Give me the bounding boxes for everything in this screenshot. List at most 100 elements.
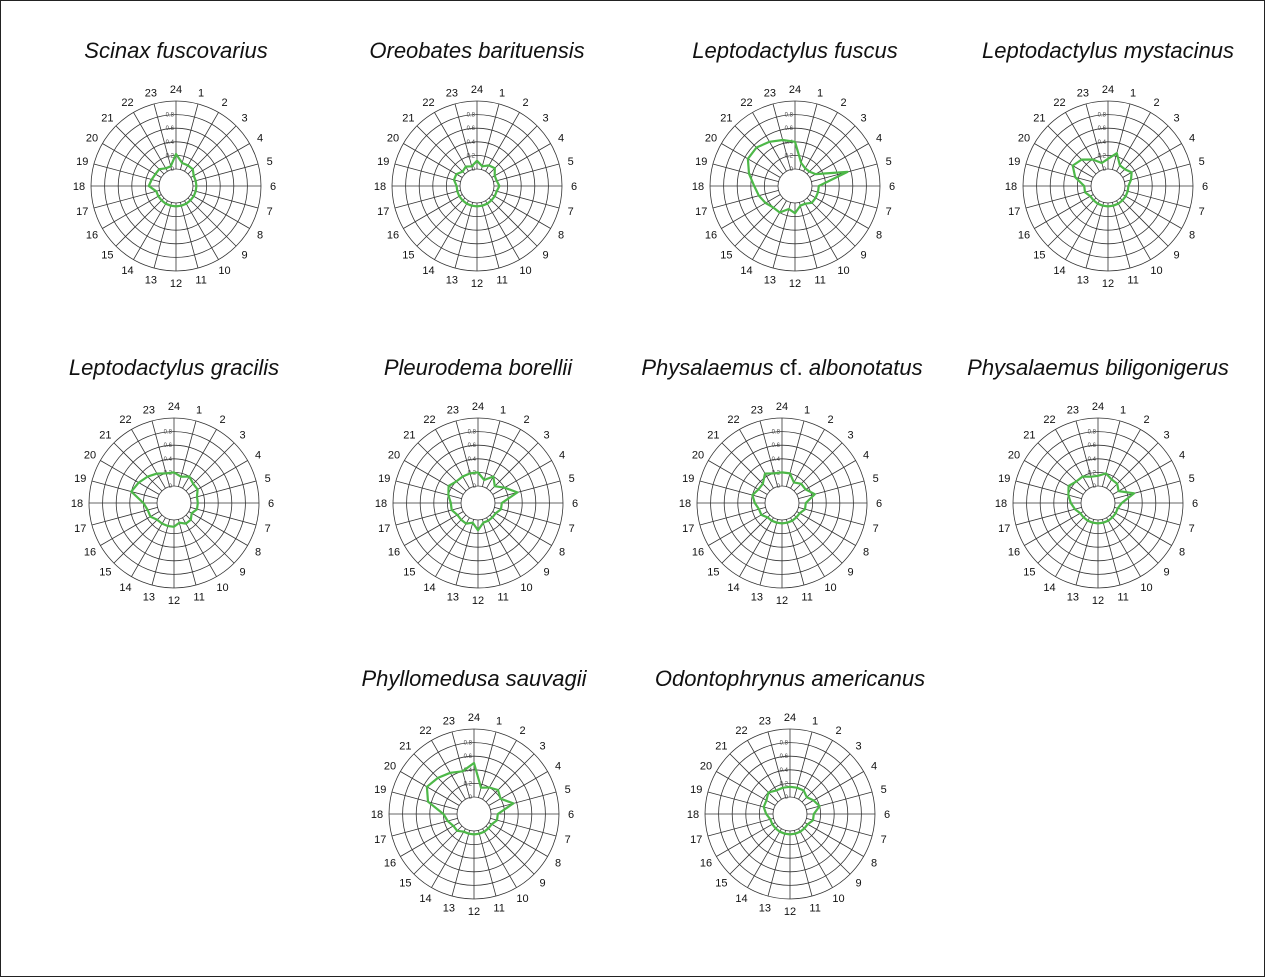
grid-spoke xyxy=(1075,519,1094,586)
grid-spoke xyxy=(1085,202,1104,269)
data-point xyxy=(425,785,428,788)
grid-spoke xyxy=(455,420,474,487)
data-point xyxy=(746,157,749,160)
grid-spoke xyxy=(455,519,474,586)
radial-tick-label: 0.6 xyxy=(464,754,473,760)
data-point xyxy=(773,472,775,475)
grid-spoke xyxy=(729,825,779,875)
grid-spoke xyxy=(488,197,538,247)
data-point xyxy=(1107,519,1110,522)
grid-spoke xyxy=(747,828,782,888)
hour-label: 7 xyxy=(1199,206,1205,218)
data-point xyxy=(437,777,439,779)
grid-spoke xyxy=(180,103,199,170)
grid-spoke xyxy=(1109,442,1159,492)
hour-label: 22 xyxy=(1043,414,1055,426)
grid-spoke xyxy=(391,791,458,810)
hour-label: 20 xyxy=(1018,133,1030,145)
hour-label: 11 xyxy=(195,275,206,287)
grid-spoke xyxy=(478,830,497,897)
radial-tick-label: 0 xyxy=(785,795,789,801)
data-point xyxy=(766,516,769,519)
hour-label: 8 xyxy=(871,858,877,870)
hour-label: 14 xyxy=(735,893,747,905)
hour-label: 21 xyxy=(720,112,732,124)
hour-label: 23 xyxy=(145,87,157,99)
data-point xyxy=(812,819,814,822)
hour-label: 3 xyxy=(848,429,854,441)
data-point xyxy=(456,190,459,193)
grid-spoke xyxy=(133,112,168,172)
radial-tick-label: 0.4 xyxy=(1098,140,1107,146)
hour-label: 22 xyxy=(735,725,747,737)
hour-label: 14 xyxy=(121,265,133,277)
radial-tick-label: 0.4 xyxy=(164,457,173,463)
grid-spoke xyxy=(809,143,869,178)
grid-spoke xyxy=(178,519,197,586)
data-point xyxy=(476,159,478,162)
hour-label: 18 xyxy=(374,181,386,193)
hour-label: 17 xyxy=(682,523,694,535)
hour-label: 19 xyxy=(690,784,702,796)
grid-spoke xyxy=(798,480,865,499)
data-point xyxy=(799,830,802,833)
radial-tick-label: 0.8 xyxy=(1098,113,1107,119)
grid-spoke xyxy=(712,190,779,209)
data-point xyxy=(178,521,181,524)
data-point xyxy=(1097,474,1099,477)
data-point xyxy=(1123,168,1126,171)
radial-tick-label: 0.4 xyxy=(785,140,794,146)
grid-spoke xyxy=(185,514,235,564)
grid-spoke xyxy=(93,163,160,182)
data-point xyxy=(1080,158,1083,161)
grid-spoke xyxy=(772,103,791,170)
grid-spoke xyxy=(488,822,548,857)
grid-spoke xyxy=(416,125,466,175)
hour-label: 14 xyxy=(423,582,435,594)
grid-spoke xyxy=(759,519,778,586)
grid-ring xyxy=(158,168,194,204)
hour-label: 10 xyxy=(1140,582,1152,594)
grid-spoke xyxy=(809,194,869,229)
data-point xyxy=(1119,164,1121,167)
hour-label: 16 xyxy=(86,230,98,242)
hour-label: 22 xyxy=(422,97,434,109)
data-point xyxy=(1126,190,1129,193)
grid-spoke xyxy=(1106,517,1141,577)
hour-label: 20 xyxy=(705,133,717,145)
grid-spoke xyxy=(1065,112,1100,172)
hour-label: 19 xyxy=(76,156,88,168)
hour-label: 16 xyxy=(700,858,712,870)
hour-label: 3 xyxy=(1174,112,1180,124)
hour-label: 24 xyxy=(1102,84,1114,96)
radar-chart: 00.20.40.60.824 1234567891011121314151617… xyxy=(375,401,578,607)
hour-label: 18 xyxy=(1005,181,1017,193)
hour-label: 21 xyxy=(101,112,113,124)
hour-label: 11 xyxy=(497,592,508,604)
data-point xyxy=(783,832,786,835)
radial-tick-label: 0 xyxy=(1093,484,1097,490)
radial-tick-label: 0 xyxy=(169,484,173,490)
hour-label: 10 xyxy=(824,582,836,594)
data-point xyxy=(469,472,471,475)
data-point xyxy=(1097,522,1099,525)
grid-spoke xyxy=(403,194,463,229)
hour-label: 2 xyxy=(219,414,225,426)
grid-spoke xyxy=(801,753,851,803)
grid-spoke xyxy=(729,753,779,803)
data-point xyxy=(476,205,478,208)
grid-spoke xyxy=(794,830,813,897)
data-point xyxy=(782,786,784,789)
grid-spoke xyxy=(93,190,160,209)
radial-tick-label: 0.6 xyxy=(1088,443,1097,449)
data-point xyxy=(130,490,133,493)
hour-label: 4 xyxy=(257,133,263,145)
hour-label: 8 xyxy=(1189,230,1195,242)
data-point xyxy=(761,482,764,485)
hour-label: 8 xyxy=(876,230,882,242)
hour-label: 16 xyxy=(692,547,704,559)
hour-label: 9 xyxy=(544,567,550,579)
hour-label: 12 xyxy=(1092,595,1104,607)
hour-label: 1 xyxy=(196,404,202,416)
hour-label: 20 xyxy=(700,761,712,773)
